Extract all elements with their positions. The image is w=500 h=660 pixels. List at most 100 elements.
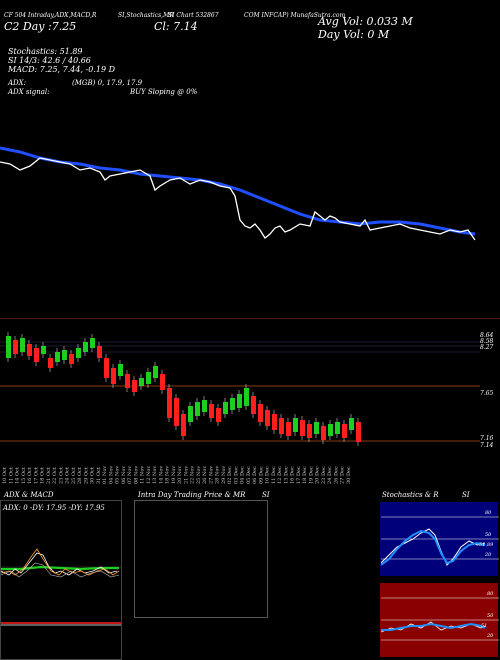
candle-body [13,340,18,354]
candle-body [104,358,109,378]
date-label: 18 Oct [40,467,46,484]
candle-body [328,424,333,436]
candle-body [41,346,46,354]
rsi-scale-80: 80 [487,591,494,597]
macd-chart [1,622,121,626]
date-label: 01 Nov [102,466,108,484]
date-label: 16 Oct [27,467,33,484]
date-label: 10 Dec [265,466,271,484]
date-label: 09 Dec [258,466,264,484]
date-label: 26 Nov [202,466,208,484]
date-label: 22 Oct [52,467,58,484]
stoch-scale-80: 80 [485,510,492,516]
candle-body [97,346,102,358]
candles-group [6,332,361,446]
candle-body [125,374,130,388]
date-axis: 10 Oct 11 Oct 14 Oct 15 Oct 16 Oct 17 Oct 18 O… [2,466,352,484]
date-label: 24 Dec [327,466,333,484]
date-label: 17 Oct [33,467,39,484]
candle-body [209,404,214,418]
candle-body [188,406,193,422]
candle-body [279,418,284,434]
date-label: 05 Dec [246,466,252,484]
candle-body [321,426,326,440]
intraday-title: Intra Day Trading Price & MR [138,491,246,499]
candle-body [202,400,207,412]
price-label-1: 8.64 [480,332,494,339]
adx-values: (MGB) 0, 17.9, 17.9 [72,79,143,87]
date-label: 16 Dec [290,466,296,484]
date-label: 03 Dec [233,466,239,484]
candle-body [6,336,11,358]
candle-body [307,424,312,438]
date-label: 23 Oct [58,467,64,484]
date-label: 22 Nov [190,466,196,484]
price-label-4: 7.65 [480,390,494,397]
date-label: 08 Nov [133,466,139,484]
candle-body [132,380,137,392]
header-c2-day: C2 Day :7.25 [4,20,77,33]
rsi-scale-20: 20 [487,633,494,639]
header-title-part3: SI Chart 532867 [168,12,219,19]
price-line-chart [0,146,476,241]
date-label: 26 Dec [333,466,339,484]
candle-body [181,414,186,436]
candle-body [48,358,53,368]
candle-body [258,404,263,422]
adx-macd-title: ADX & MACD [4,491,54,499]
date-label: 23 Dec [321,466,327,484]
date-label: 13 Dec [283,466,289,484]
candle-body [167,388,172,418]
header-day-vol: Day Vol: 0 M [318,28,390,41]
date-label: 20 Nov [177,466,183,484]
price-line [0,157,476,241]
rsi-chart [381,597,499,641]
date-label: 02 Dec [227,466,233,484]
date-label: 27 Dec [340,466,346,484]
candle-body [223,402,228,414]
header-close: Cl: 7.14 [154,20,198,33]
date-label: 19 Nov [171,466,177,484]
candle-body [20,338,25,352]
date-label: 11 Oct [8,467,14,484]
date-label: 30 Oct [90,467,96,484]
candle-body [34,348,39,362]
candle-body [118,364,123,376]
date-label: 29 Oct [83,467,89,484]
date-label: 28 Nov [215,466,221,484]
candle-body [160,374,165,390]
rsi-scale-50: 50 [487,613,494,619]
candle-body [174,398,179,426]
date-label: 10 Oct [2,467,8,484]
date-label: 07 Nov [127,466,133,484]
date-label: 30 Dec [346,466,352,484]
date-label: 19 Dec [308,466,314,484]
date-label: 18 Dec [302,466,308,484]
stochastics-chart [381,516,499,566]
rsi-current-value: 51 [481,623,488,629]
date-label: 25 Nov [196,466,202,484]
date-label: 12 Nov [146,466,152,484]
date-label: 25 Oct [71,467,77,484]
si-title: SI [262,491,270,499]
adx-chart [1,548,121,578]
date-label: 05 Nov [115,466,121,484]
date-label: 06 Dec [252,466,258,484]
candle-body [265,410,270,426]
price-label-5: 7.16 [480,435,494,442]
si-readout: SI 14/3: 42.6 / 40.66 [8,56,91,65]
candle-body [62,350,67,360]
date-labels: 10 Oct 11 Oct 14 Oct 15 Oct 16 Oct 17 Oct 18 O… [2,466,352,484]
header-title-part4: COM INFCAP) MunafaSutra.com [244,12,346,19]
date-label: 31 Oct [96,467,102,484]
si-title-2: SI [462,491,470,499]
header-avg-vol: Avg Vol: 0.033 M [318,15,413,28]
candle-body [55,352,60,362]
date-label: 06 Nov [121,466,127,484]
candle-body [76,348,81,358]
adx-macd-panel: ADX: 0 -DY: 17.95 -DY: 17.95 [0,500,122,660]
candle-body [83,342,88,352]
date-label: 17 Dec [296,466,302,484]
date-label: 12 Dec [277,466,283,484]
stoch-current-value: 51.89 [479,542,494,548]
